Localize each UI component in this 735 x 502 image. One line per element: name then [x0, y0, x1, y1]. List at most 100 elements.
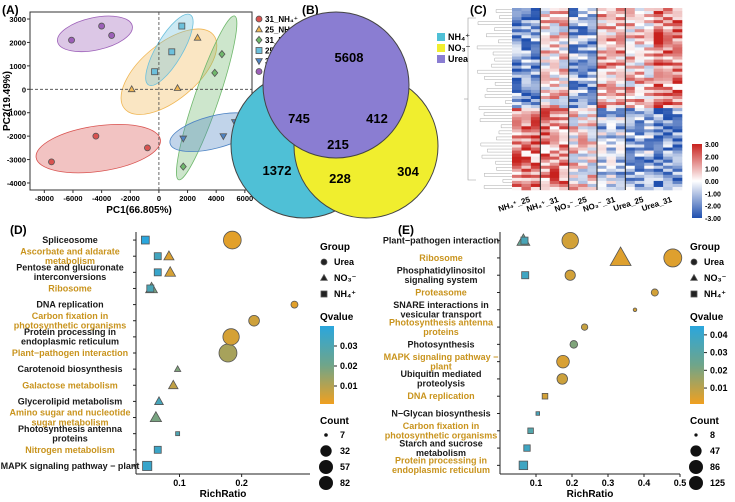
heatmap-scale-label: 0.00 [705, 179, 719, 186]
panel-e: (E) 0.1 0.2 0.3 0.4 0.5 RichRatio Plant−pathog… [383, 223, 728, 500]
heatmap-cell [606, 71, 617, 76]
heatmap-cell [549, 17, 560, 21]
heatmap-cell [597, 20, 607, 24]
heatmap-cell [549, 129, 560, 133]
heatmap-cell [521, 14, 532, 18]
enrich-e-data-point [541, 393, 549, 400]
heatmap-cell [512, 8, 522, 12]
dendrogram-branch [505, 100, 512, 104]
enrich-d-category-label: endoplasmic reticulum [21, 337, 119, 347]
heatmap-cell [578, 186, 588, 191]
dendrogram-branch [484, 173, 512, 177]
dendrogram-branch [494, 27, 512, 31]
heatmap-cell [587, 23, 598, 27]
heatmap-cell [530, 177, 541, 182]
heatmap-cell [587, 32, 598, 36]
heatmap-cell [521, 165, 532, 170]
heatmap-cell [644, 80, 654, 85]
heatmap-cell [587, 71, 598, 76]
heatmap-cell [644, 59, 654, 63]
heatmap-cell [606, 105, 617, 109]
venn-legend-label: NH₄⁺ [448, 32, 470, 42]
heatmap-cell [549, 105, 560, 109]
heatmap-cell [663, 165, 673, 170]
heatmap-cell [559, 89, 569, 94]
heatmap-cell [587, 65, 598, 69]
heatmap-cell [644, 29, 654, 33]
heatmap-cell [512, 86, 522, 91]
heatmap-cell [653, 123, 664, 127]
heatmap-cell [597, 74, 607, 79]
enrich-d-qvalue-tick-label: 0.01 [340, 381, 358, 391]
heatmap-cell [559, 80, 569, 85]
heatmap-cell [644, 17, 654, 21]
heatmap-cell [597, 56, 607, 60]
heatmap-cell [540, 177, 551, 182]
heatmap-cell [644, 44, 654, 48]
pca-point [48, 158, 55, 166]
heatmap-cell [653, 77, 664, 82]
heatmap-cell [587, 11, 598, 15]
heatmap-cell [615, 35, 626, 39]
heatmap-cell [540, 174, 551, 179]
heatmap-cell [587, 162, 598, 167]
heatmap-cell [644, 11, 654, 15]
heatmap-cell [653, 132, 664, 136]
heatmap-cell [672, 83, 683, 88]
heatmap-cell [672, 159, 683, 163]
heatmap-cell [540, 17, 551, 21]
heatmap-cell [653, 59, 664, 63]
heatmap-cell [606, 180, 617, 185]
heatmap-cell [663, 150, 673, 154]
heatmap-cell [512, 132, 522, 136]
heatmap-cell [672, 74, 683, 79]
heatmap-cell [634, 89, 645, 94]
heatmap-cell [521, 38, 532, 42]
heatmap-cell [625, 53, 636, 57]
heatmap-cell [587, 77, 598, 82]
heatmap-cell [568, 123, 579, 127]
heatmap-cell [549, 180, 560, 185]
heatmap-cell [512, 29, 522, 33]
heatmap-cell [615, 102, 626, 106]
heatmap-cell [625, 74, 636, 79]
heatmap-cell [625, 95, 636, 100]
heatmap-cell [663, 186, 673, 191]
heatmap-cell [644, 114, 654, 118]
heatmap-cell [672, 147, 683, 151]
heatmap-cell [521, 17, 532, 21]
heatmap-cell [597, 114, 607, 118]
heatmap-cell [521, 117, 532, 121]
heatmap-cell [521, 86, 532, 91]
heatmap-cell [559, 168, 569, 173]
heatmap-cell [653, 11, 664, 15]
heatmap-cell [512, 17, 522, 21]
heatmap-cell [606, 83, 617, 88]
heatmap-cell [578, 68, 588, 72]
heatmap-cell [568, 20, 579, 24]
heatmap-cell [549, 59, 560, 63]
heatmap-cell [663, 153, 673, 157]
enrich-e-category-label: Plant−pathogen interaction [383, 236, 499, 246]
heatmap-cell [578, 138, 588, 142]
heatmap-cell [634, 186, 645, 191]
heatmap-cell [672, 111, 683, 115]
enrich-e-count-legend-label: 8 [710, 430, 715, 440]
heatmap-cell [549, 144, 560, 148]
heatmap-cell [625, 32, 636, 36]
heatmap-cell [663, 102, 673, 106]
heatmap-cell [606, 135, 617, 139]
heatmap-cell [672, 108, 683, 112]
heatmap-cell [530, 59, 541, 63]
heatmap-cell [644, 86, 654, 91]
heatmap-cell [587, 105, 598, 109]
heatmap-cell [653, 174, 664, 179]
heatmap-cell [540, 11, 551, 15]
heatmap-dendrogram [464, 9, 512, 189]
heatmap-cell [521, 150, 532, 154]
heatmap-cell [512, 26, 522, 30]
heatmap-cell [606, 23, 617, 27]
heatmap-cell [644, 117, 654, 121]
heatmap-cell [521, 26, 532, 30]
heatmap-cell [597, 8, 607, 12]
